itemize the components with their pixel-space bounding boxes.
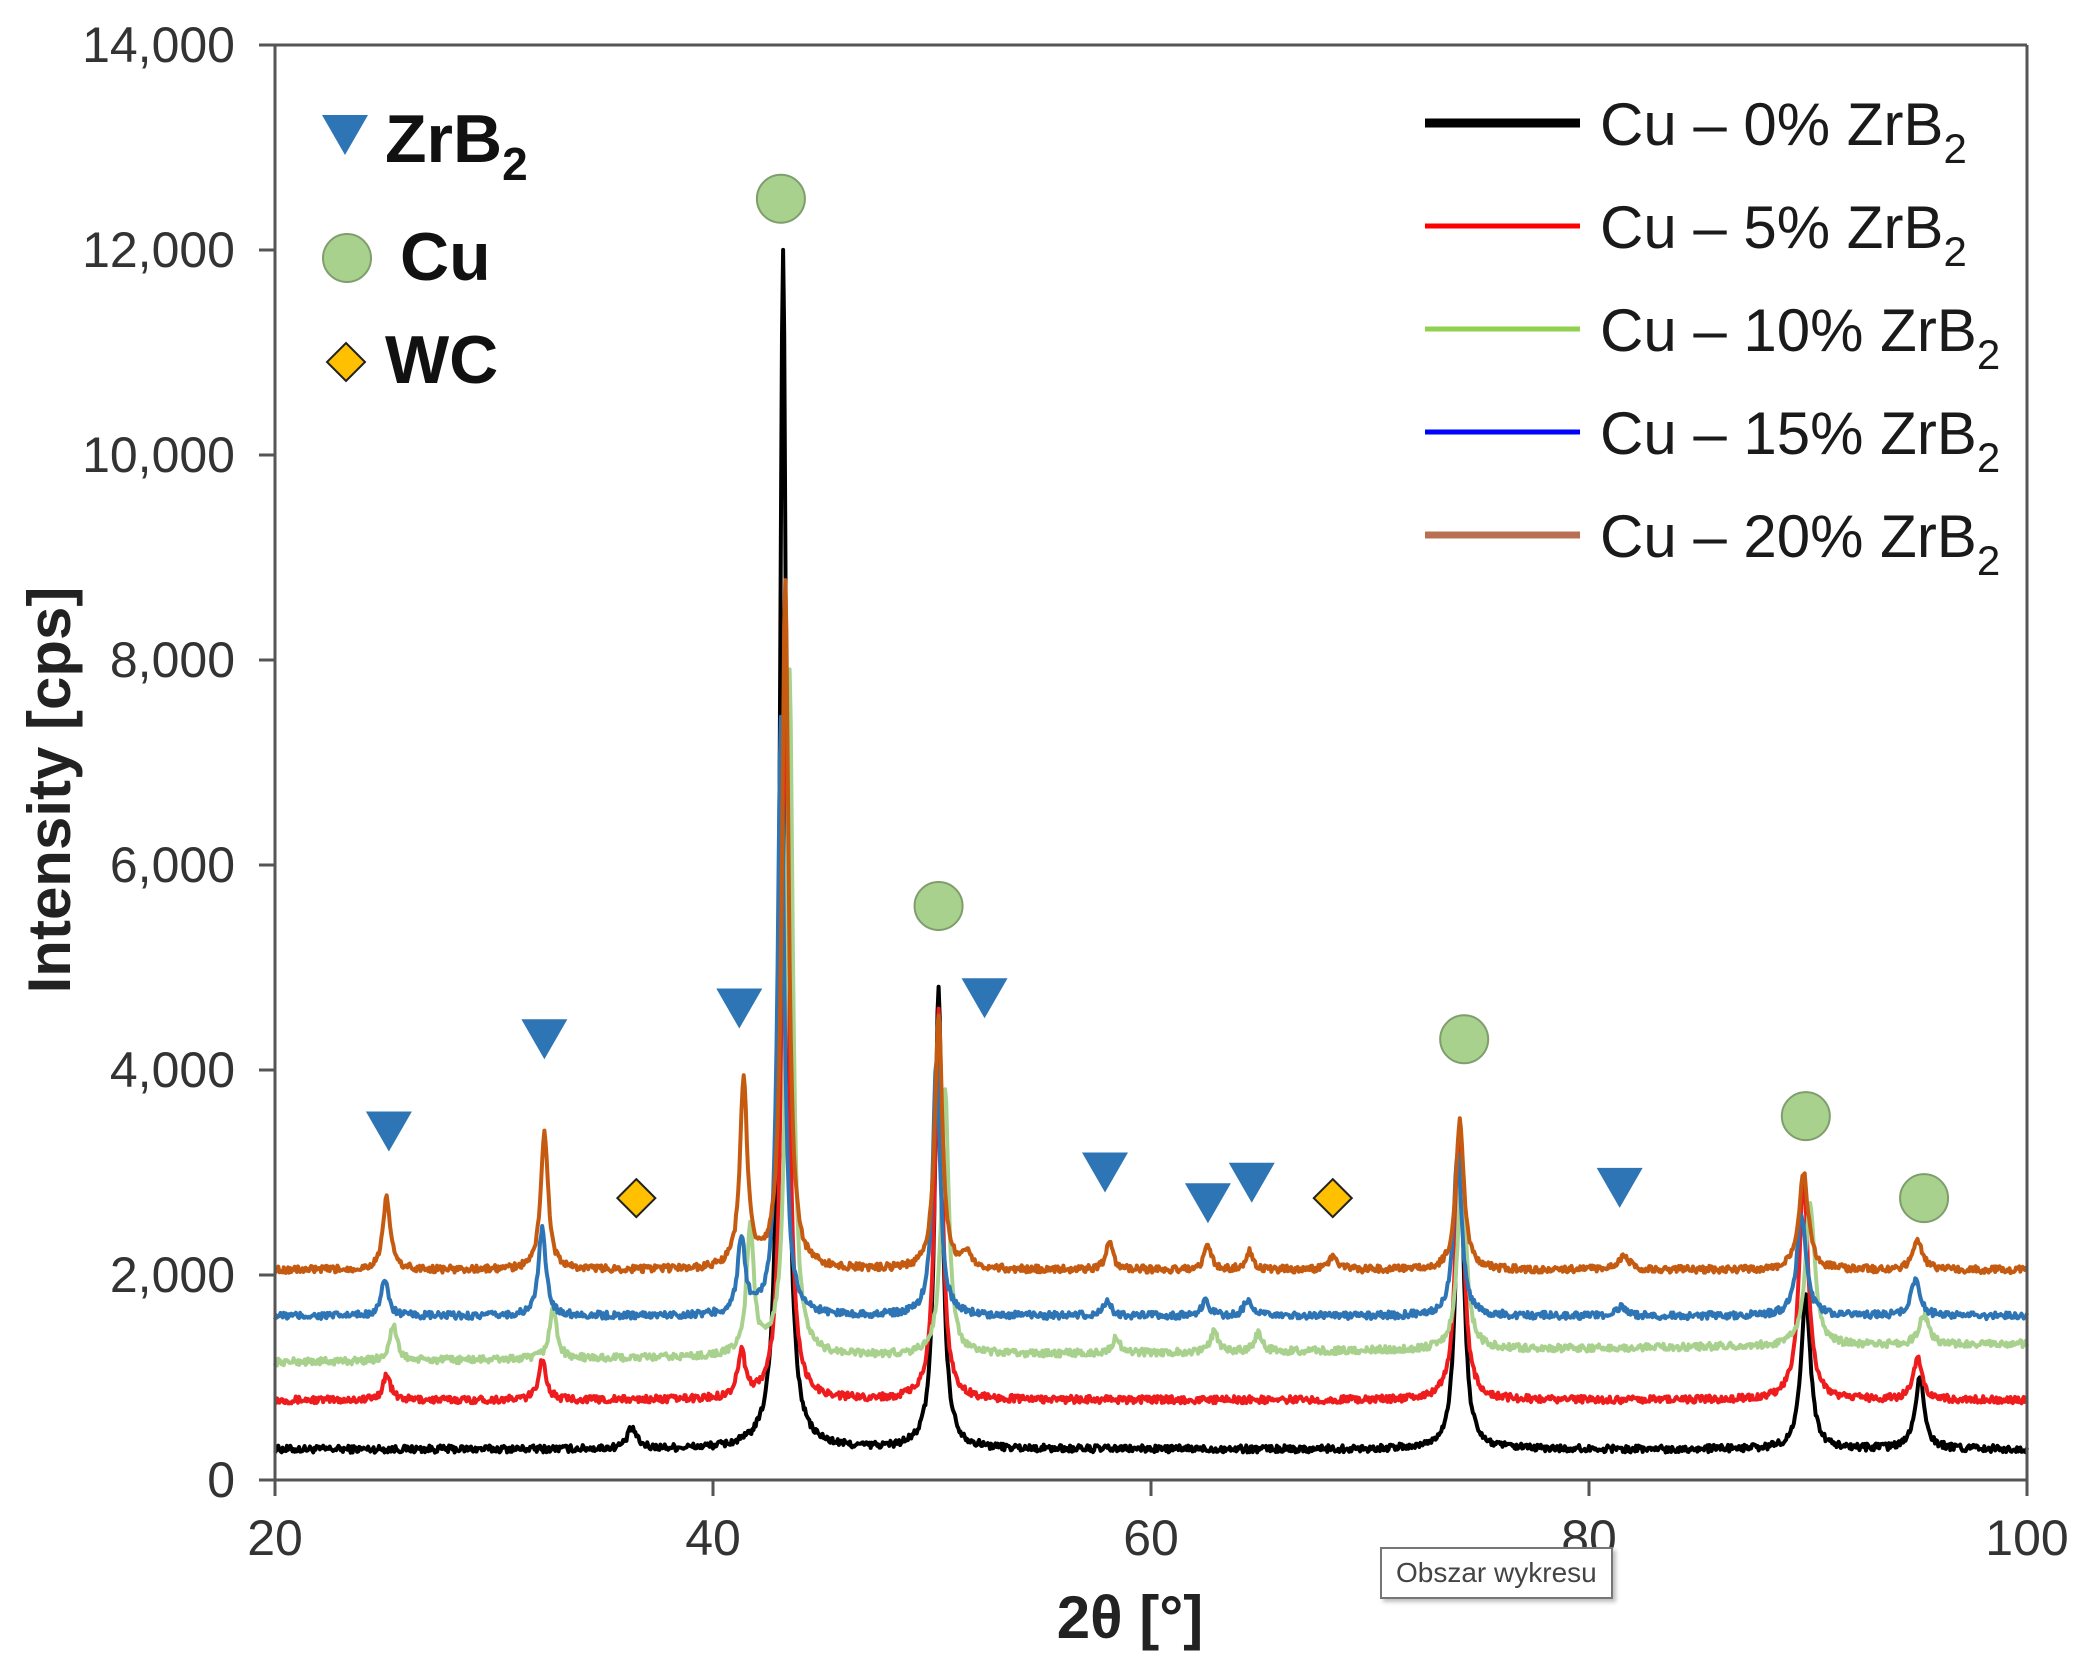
y-tick-label: 12,000 — [82, 222, 235, 278]
cu-marker — [913, 881, 964, 931]
series-line-1 — [274, 625, 2028, 1406]
zrb2-marker — [1184, 1183, 1231, 1224]
y-tick-label: 8,000 — [110, 632, 235, 688]
legend-background — [1405, 70, 2005, 595]
x-tick-label: 100 — [1985, 1510, 2068, 1566]
y-tick-label: 2,000 — [110, 1247, 235, 1303]
wc-marker — [615, 1177, 657, 1219]
x-axis-title: 2θ [°] — [1057, 1584, 1203, 1651]
phase-marker-legend: ZrB2 Cu WC — [322, 101, 528, 398]
wc-legend-label: WC — [385, 322, 498, 398]
zrb2-marker — [1596, 1167, 1643, 1208]
chart-area-tooltip: Obszar wykresu — [1380, 1547, 1613, 1599]
cu-marker — [1899, 1173, 1950, 1224]
zrb2-marker — [365, 1111, 412, 1152]
zrb2-legend-symbol — [322, 115, 368, 155]
y-tick-label: 4,000 — [110, 1042, 235, 1098]
zrb2-marker — [716, 988, 763, 1029]
y-tick-label: 10,000 — [82, 427, 235, 483]
x-tick-label: 20 — [247, 1510, 303, 1566]
cu-legend-symbol — [322, 233, 372, 283]
cu-marker — [1439, 1014, 1490, 1065]
y-tick-label: 6,000 — [110, 837, 235, 893]
series-curves — [273, 247, 2029, 1455]
zrb2-marker — [1082, 1152, 1129, 1193]
phase-markers — [365, 173, 1950, 1224]
series-line-4 — [273, 578, 2029, 1276]
wc-legend-symbol — [325, 341, 367, 383]
cu-legend-label: Cu — [400, 219, 491, 295]
cu-marker — [755, 173, 806, 224]
y-tick-label: 0 — [207, 1452, 235, 1508]
zrb2-marker — [521, 1019, 568, 1060]
zrb2-marker — [961, 978, 1008, 1019]
zrb2-legend-label: ZrB2 — [385, 101, 528, 190]
cu-marker — [1780, 1091, 1831, 1142]
axes: 0 2,000 4,000 6,000 8,000 10,000 12,000 14,000 2… — [82, 17, 2069, 1566]
x-tick-label: 60 — [1123, 1510, 1179, 1566]
series-line-2 — [273, 667, 2029, 1368]
wc-marker — [1312, 1177, 1354, 1219]
series-line-3 — [273, 714, 2029, 1322]
x-tick-label: 40 — [685, 1510, 741, 1566]
y-axis-title: Intensity [cps] — [16, 587, 83, 994]
series-line-0 — [273, 247, 2029, 1455]
zrb2-marker — [1228, 1162, 1275, 1203]
y-tick-label: 14,000 — [82, 17, 235, 73]
